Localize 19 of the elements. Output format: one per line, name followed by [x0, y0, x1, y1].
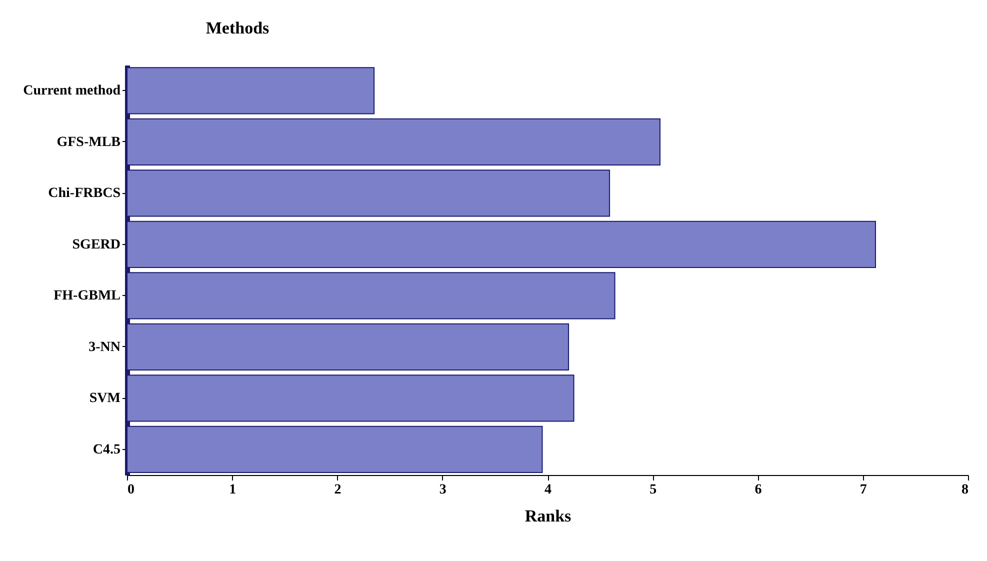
x-tick-label: 0 [128, 482, 134, 498]
y-tick-label: Chi-FRBCS [48, 186, 121, 202]
x-tick-label: 1 [229, 482, 236, 498]
x-tick-label: 4 [544, 482, 552, 498]
y-axis-title: Methods [206, 18, 270, 38]
x-tick-label: 5 [650, 482, 657, 498]
y-tick-label: FH-GBML [54, 288, 120, 304]
x-tick-label: 6 [754, 482, 762, 498]
y-tick-label: GFS-MLB [56, 134, 120, 150]
x-tick-label: 3 [439, 482, 446, 498]
x-tick-label: 7 [860, 482, 867, 498]
y-tick-label: SVM [89, 391, 120, 406]
x-axis-title: Ranks [524, 506, 572, 526]
y-tick-label: SGERD [72, 237, 120, 252]
x-tick-label: 8 [962, 482, 968, 498]
y-tick-label: Current method [23, 84, 121, 99]
y-tick-label: 3-NN [88, 340, 120, 355]
y-tick-label: C4.5 [92, 442, 120, 458]
x-tick-label: 2 [334, 482, 342, 498]
